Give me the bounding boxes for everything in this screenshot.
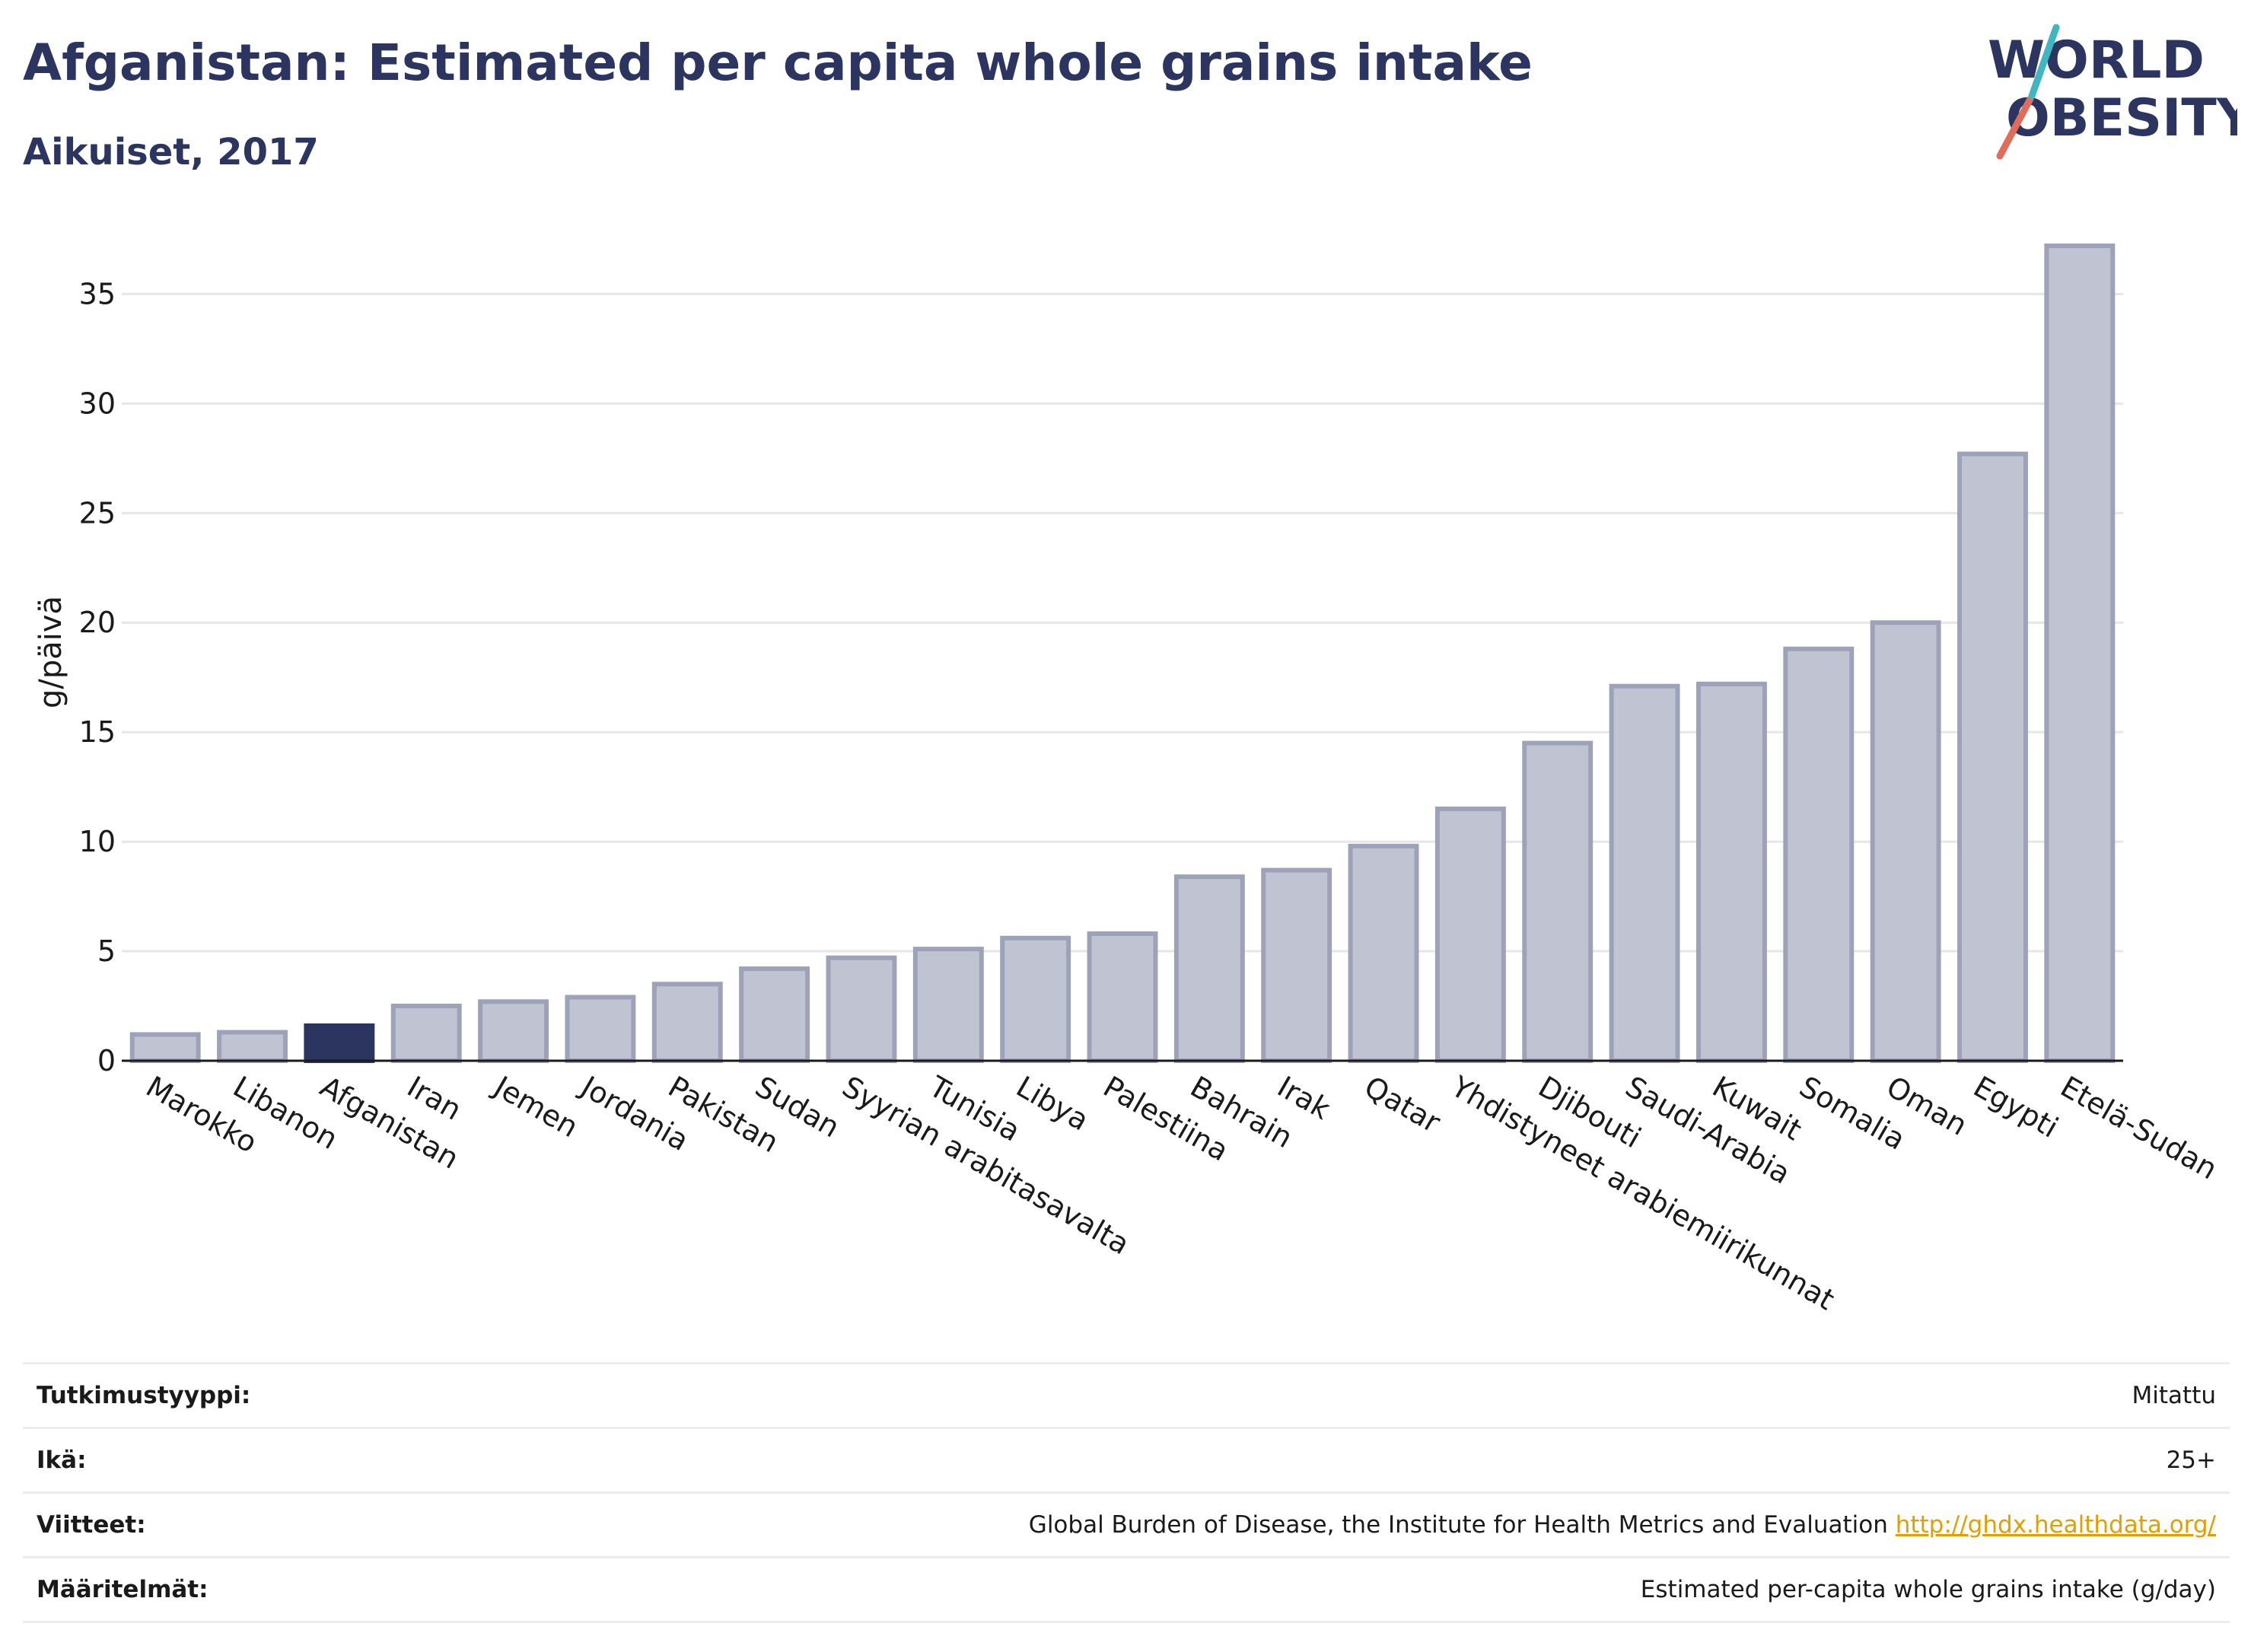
- y-tick-label: 20: [79, 606, 116, 639]
- y-tick-label: 5: [97, 934, 116, 968]
- reference-link[interactable]: http://ghdx.healthdata.org/: [1895, 1511, 2216, 1539]
- bar: [826, 955, 897, 1063]
- bar: [129, 1032, 201, 1064]
- info-row-definitions: Määritelmät: Estimated per-capita whole …: [23, 1556, 2230, 1623]
- bar: [1087, 931, 1158, 1063]
- x-tick-label: Egypti: [1968, 1070, 2064, 1144]
- bar: [2044, 244, 2116, 1063]
- bar: [1173, 874, 1245, 1064]
- info-row-study-type: Tutkimustyyppi: Mitattu: [23, 1362, 2230, 1427]
- info-key: Ikä:: [37, 1447, 87, 1474]
- info-value: Mitattu: [2132, 1382, 2216, 1409]
- bar: [304, 1023, 375, 1064]
- bar: [1783, 646, 1855, 1063]
- info-value: Estimated per-capita whole grains intake…: [1640, 1576, 2216, 1603]
- y-tick-label: 0: [97, 1044, 116, 1077]
- bar: [1261, 867, 1332, 1064]
- bar: [390, 1004, 462, 1064]
- y-tick-label: 35: [79, 277, 116, 310]
- info-value: 25+: [2166, 1447, 2216, 1474]
- info-value: Global Burden of Disease, the Institute …: [1029, 1511, 2230, 1539]
- chart-subtitle: Aikuiset, 2017: [23, 131, 319, 173]
- bar-chart: 05101520253035g/päiväMarokkoLibanonAfgan…: [33, 244, 2223, 1316]
- bar: [1348, 843, 1419, 1063]
- y-axis-label: g/päivä: [33, 596, 68, 708]
- y-tick-label: 30: [79, 387, 116, 420]
- svg-text:OBESITY: OBESITY: [2006, 88, 2237, 148]
- y-tick-label: 15: [79, 715, 116, 749]
- bar: [478, 999, 549, 1064]
- info-key: Määritelmät:: [37, 1576, 209, 1603]
- info-key: Tutkimustyyppi:: [37, 1382, 251, 1409]
- bar: [1695, 681, 1767, 1063]
- bar: [651, 982, 723, 1063]
- chart-title: Afganistan: Estimated per capita whole g…: [23, 33, 1533, 92]
- svg-text:WORLD: WORLD: [1988, 30, 2205, 91]
- info-row-age: Ikä: 25+: [23, 1427, 2230, 1491]
- bar: [217, 1030, 288, 1064]
- reference-text: Global Burden of Disease, the Institute …: [1028, 1511, 1888, 1539]
- x-tick-label: Qatar: [1359, 1070, 1447, 1140]
- x-tick-label: Jemen: [487, 1069, 584, 1144]
- bar: [1522, 740, 1594, 1063]
- world-obesity-logo: WORLD OBESITY: [1988, 24, 2237, 160]
- y-tick-label: 10: [79, 825, 116, 858]
- bar: [565, 995, 636, 1063]
- bar: [739, 966, 810, 1064]
- bar: [1609, 683, 1680, 1063]
- x-tick-label: Libya: [1011, 1070, 1094, 1138]
- info-row-references: Viitteet: Global Burden of Disease, the …: [23, 1491, 2230, 1556]
- bar: [912, 947, 984, 1064]
- info-table: Tutkimustyyppi: Mitattu Ikä: 25+ Viittee…: [23, 1362, 2230, 1623]
- bar: [1000, 935, 1071, 1063]
- bar: [1434, 806, 1506, 1063]
- bar: [1870, 620, 1941, 1063]
- info-key: Viitteet:: [37, 1511, 146, 1539]
- bar: [1957, 451, 2028, 1063]
- x-tick-label: Etelä-Sudan: [2055, 1070, 2223, 1186]
- y-tick-label: 25: [79, 496, 116, 530]
